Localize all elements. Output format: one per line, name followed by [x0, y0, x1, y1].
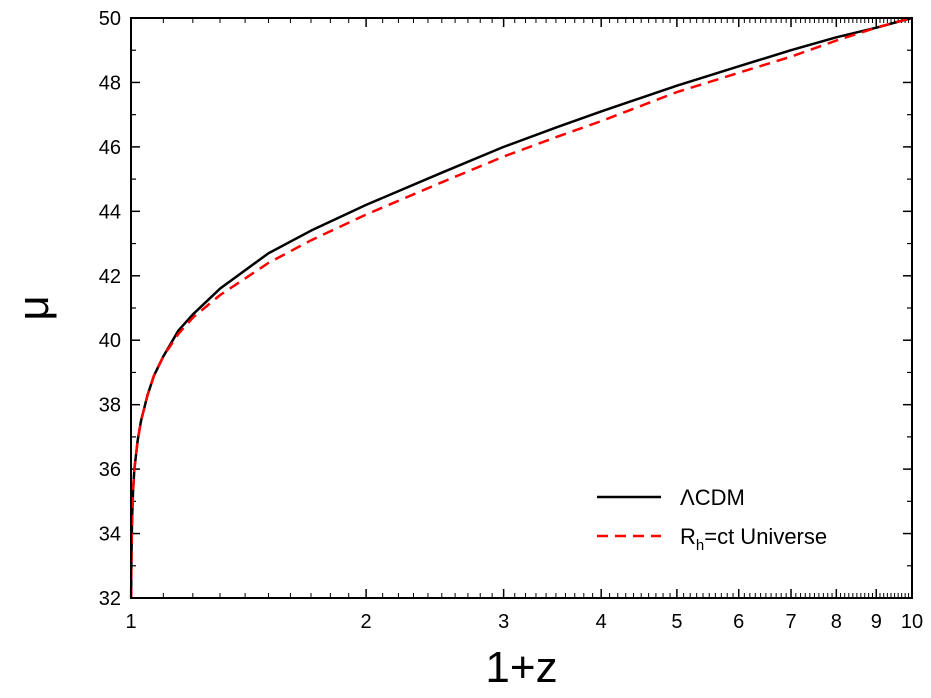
x-tick-label: 8 [831, 611, 842, 633]
series-line-lcdm [129, 16, 913, 599]
legend-label-rh-ct-rest: =ct Universe [704, 524, 827, 549]
legend-label-rh-ct-main: R [680, 524, 696, 549]
y-tick-label: 44 [99, 201, 121, 223]
series-lines [129, 16, 913, 599]
x-tick-label: 9 [871, 611, 882, 633]
x-tick-label: 6 [733, 611, 744, 633]
y-tick-label: 40 [99, 330, 121, 352]
x-axis-title: 1+z [485, 643, 557, 692]
axis-ticks [130, 17, 913, 599]
y-tick-label: 48 [99, 72, 121, 94]
legend-label-lcdm: ΛCDM [680, 485, 745, 510]
plot-frame [130, 17, 913, 599]
y-tick-label: 46 [99, 137, 121, 159]
y-axis-title: μ [9, 295, 58, 320]
legend-label-rh-ct: Rh=ct Universe [680, 524, 827, 554]
series-line-rh-ct [129, 16, 913, 599]
x-tick-label: 7 [785, 611, 796, 633]
y-tick-label: 34 [99, 524, 121, 546]
y-tick-label: 50 [99, 8, 121, 30]
x-tick-label: 4 [596, 611, 607, 633]
x-tick-label: 1 [125, 611, 136, 633]
legend-label-rh-ct-subscript: h [696, 537, 704, 554]
x-tick-label: 2 [361, 611, 372, 633]
y-tick-label: 38 [99, 395, 121, 417]
x-tick-label: 10 [901, 611, 923, 633]
y-tick-label: 42 [99, 266, 121, 288]
y-tick-label: 32 [99, 588, 121, 610]
x-tick-label: 3 [498, 611, 509, 633]
legend: ΛCDM Rh=ct Universe [597, 485, 827, 554]
x-tick-label: 5 [671, 611, 682, 633]
y-tick-label: 36 [99, 459, 121, 481]
